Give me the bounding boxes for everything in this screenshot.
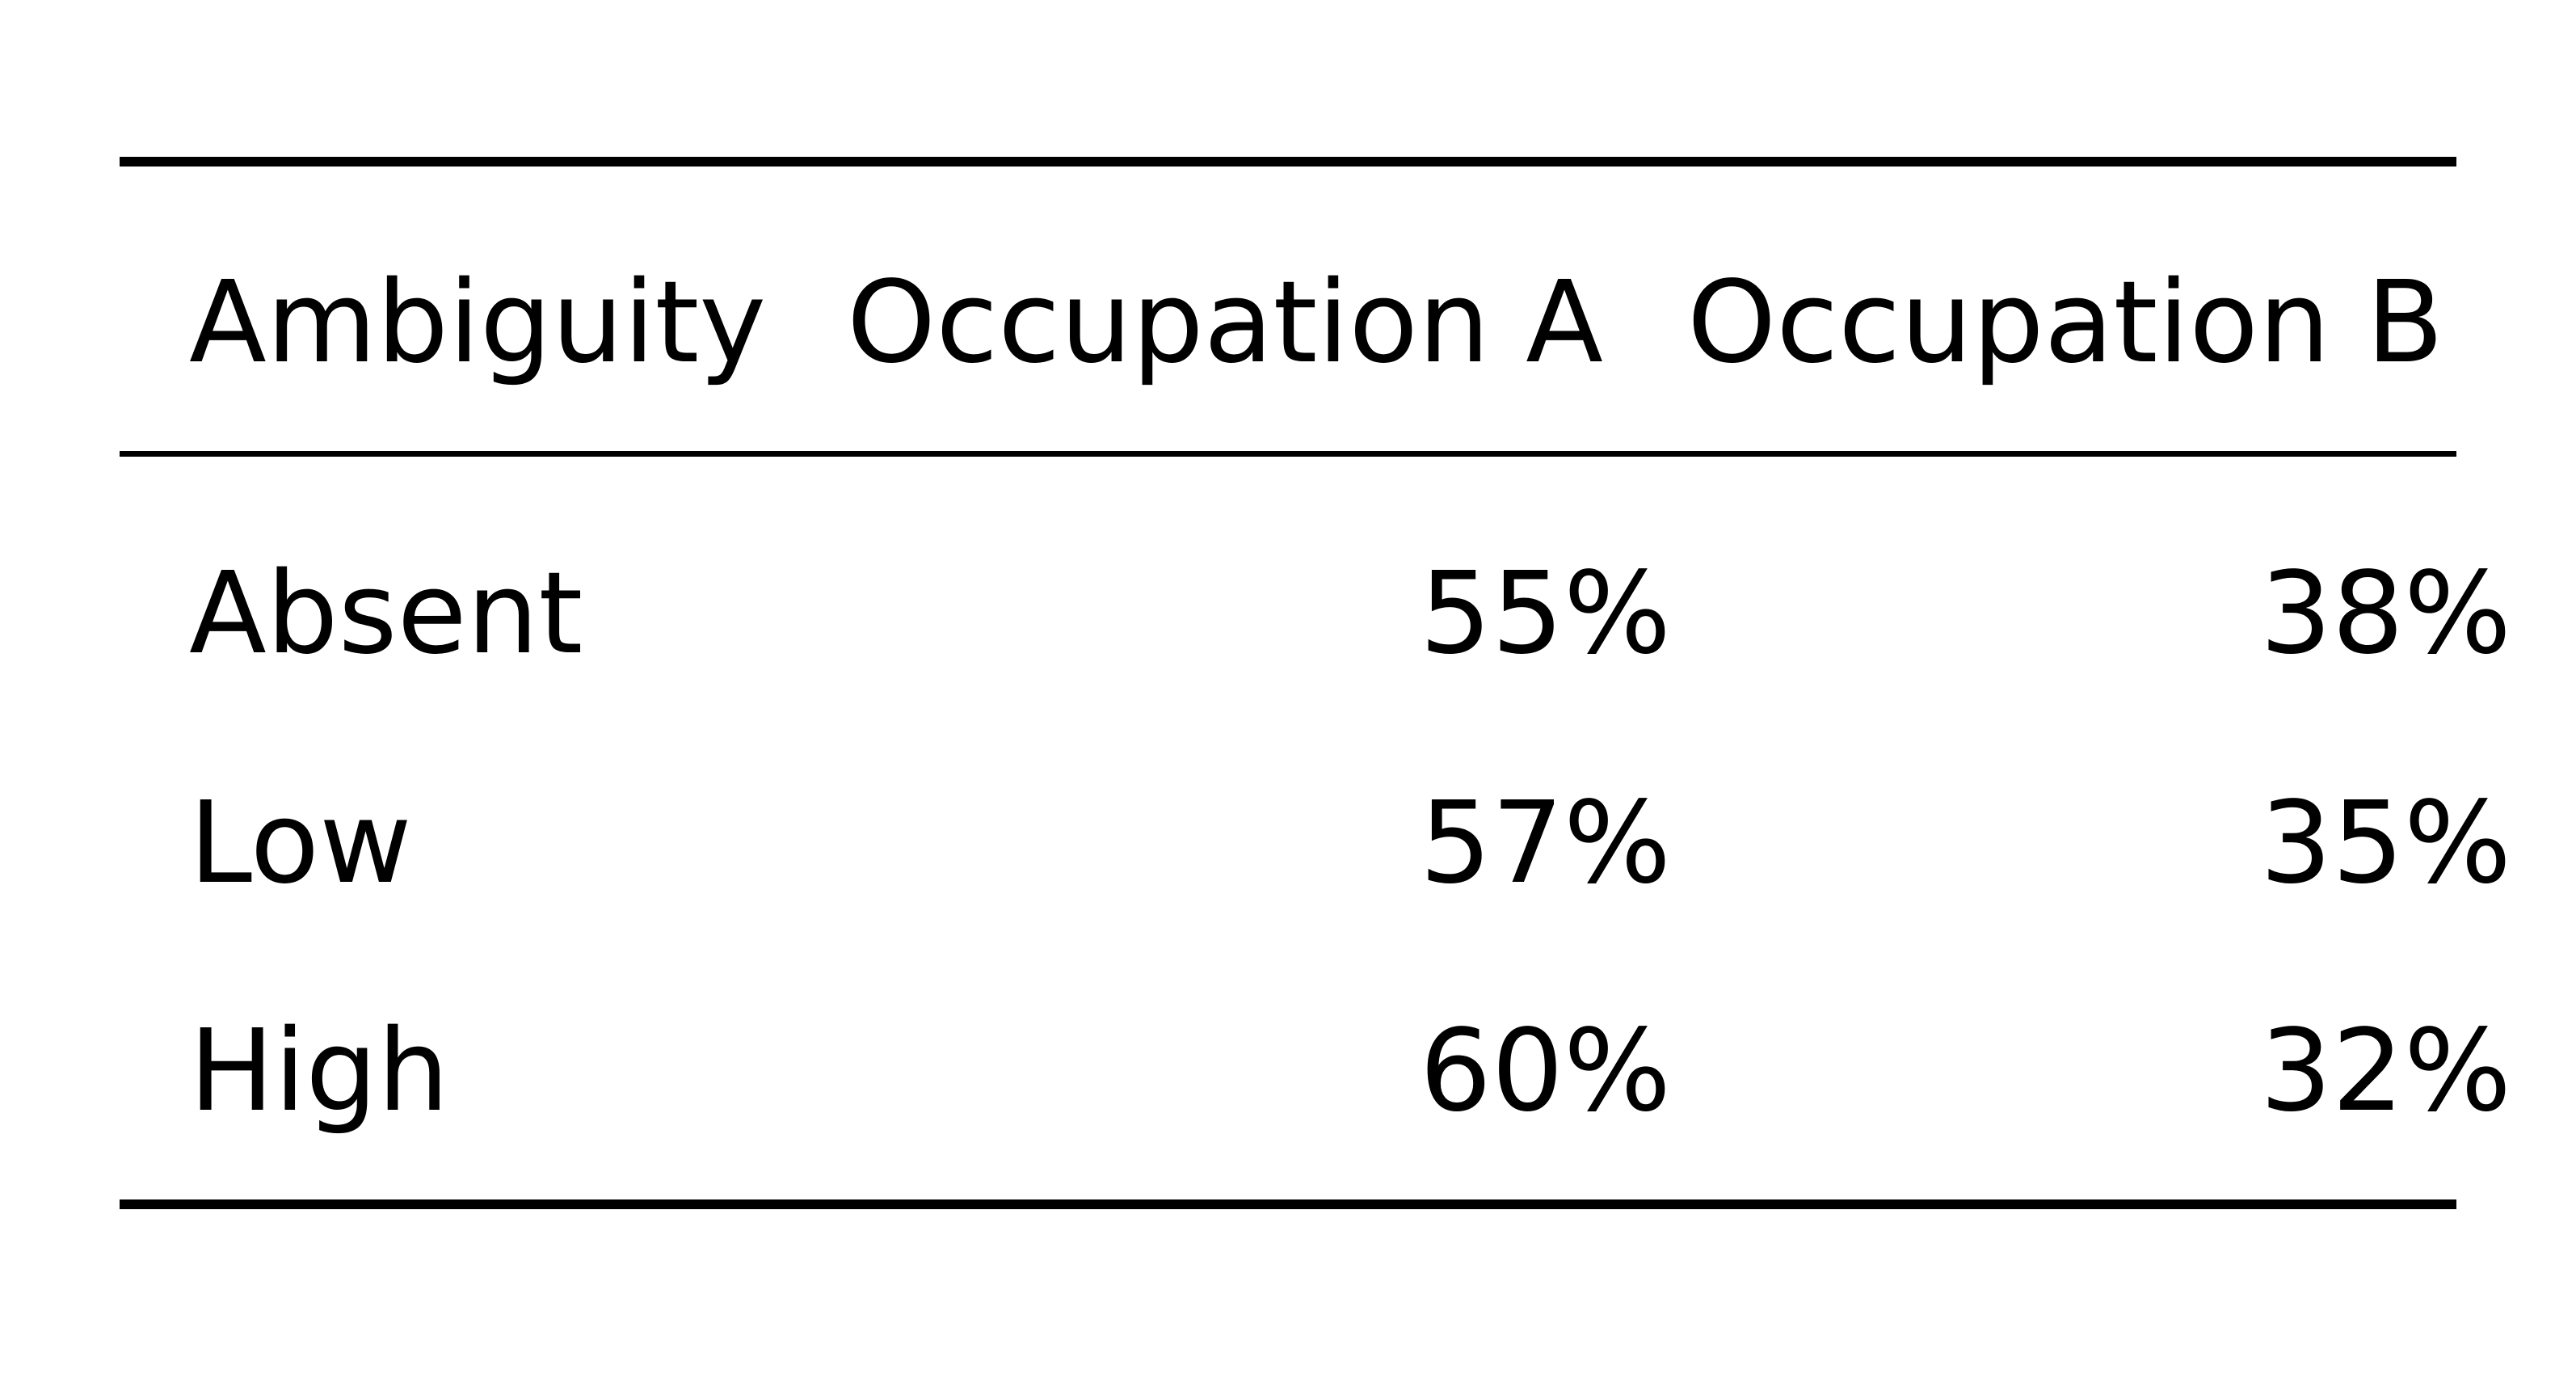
table-row: Absent 55% 38% bbox=[120, 533, 2511, 695]
row-label: Absent bbox=[189, 548, 583, 680]
row-label: Low bbox=[189, 778, 412, 909]
table-row: Low 57% 35% bbox=[120, 763, 2511, 925]
occupation-a-value: 60% bbox=[1419, 1005, 1671, 1137]
occupation-b-value: 32% bbox=[2259, 1005, 2511, 1137]
header-ambiguity: Ambiguity bbox=[189, 257, 767, 389]
occupation-b-value: 35% bbox=[2259, 778, 2511, 909]
table-top-rule bbox=[120, 157, 2456, 167]
results-table: Ambiguity Occupation A Occupation B Abse… bbox=[120, 0, 2511, 1387]
table-bottom-rule bbox=[120, 1199, 2456, 1209]
table-header-row: Ambiguity Occupation A Occupation B bbox=[120, 242, 2456, 404]
occupation-a-value: 55% bbox=[1419, 548, 1671, 680]
occupation-a-value: 57% bbox=[1419, 778, 1671, 909]
occupation-b-value: 38% bbox=[2259, 548, 2511, 680]
header-occupation-b: Occupation B bbox=[1687, 257, 2444, 389]
row-label: High bbox=[189, 1005, 449, 1137]
header-occupation-a: Occupation A bbox=[847, 257, 1603, 389]
table-header-rule bbox=[120, 451, 2456, 457]
table-row: High 60% 32% bbox=[120, 991, 2511, 1153]
